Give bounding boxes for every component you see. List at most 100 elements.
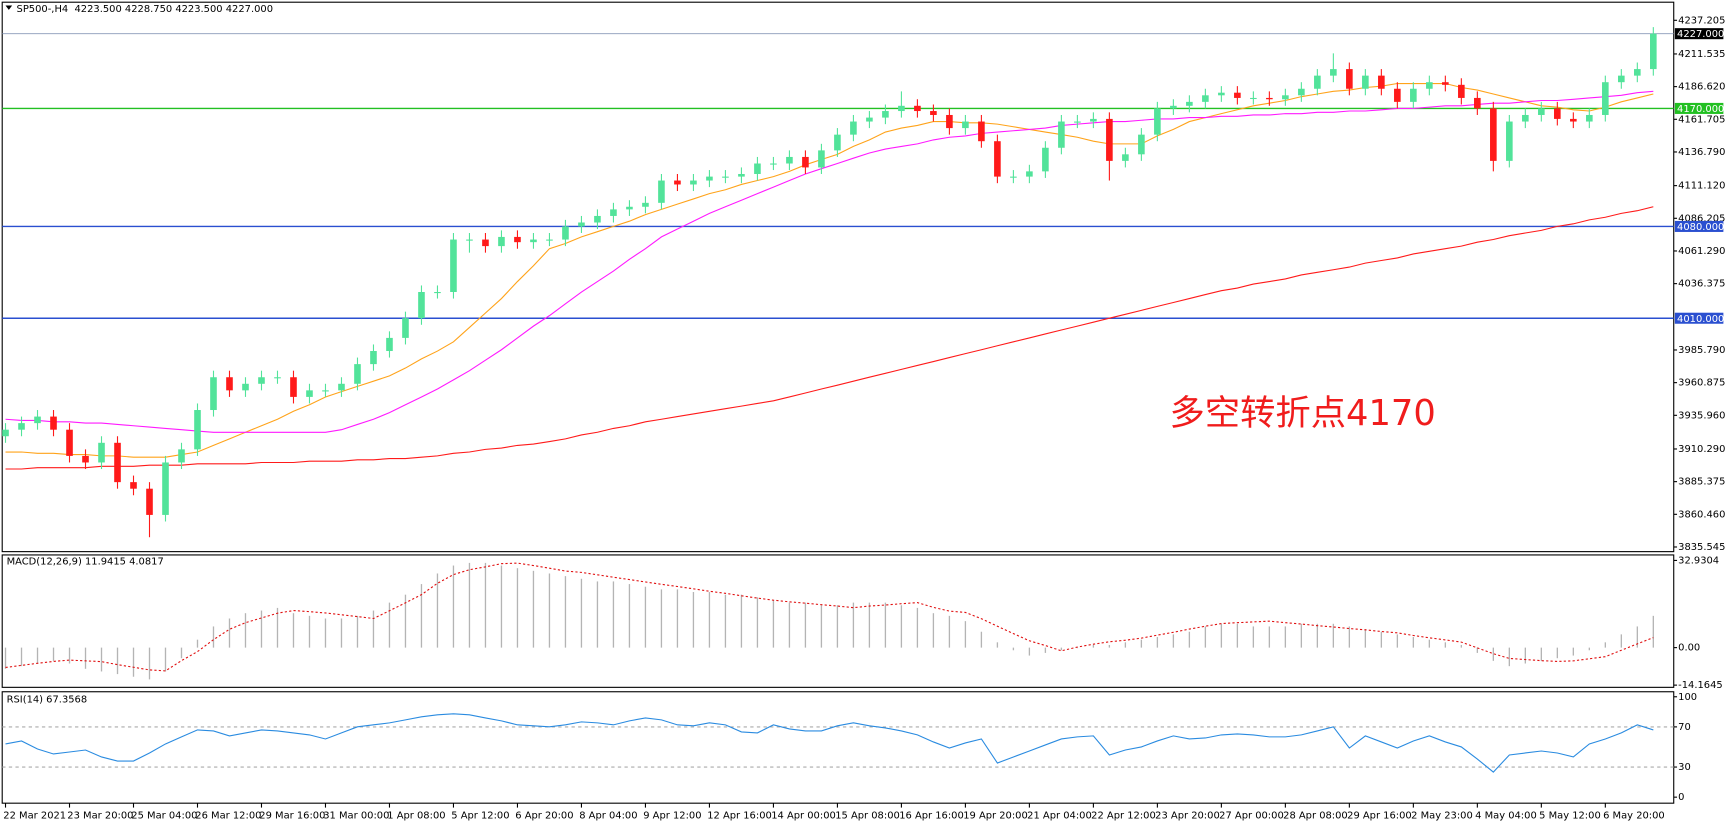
y-tick-label: 3910.290 <box>1678 444 1725 455</box>
candle-body <box>1282 95 1289 100</box>
y-tick-label: 4237.205 <box>1678 15 1725 26</box>
plot-layer: 4237.205 4211.535 4186.620 4161.705 4136.790… <box>2 15 1725 821</box>
candle-body <box>386 337 393 352</box>
histogram-bar <box>468 562 471 648</box>
histogram-bar <box>1604 642 1606 648</box>
histogram-bar <box>868 602 871 648</box>
x-tick-label: 22 Mar 2021 <box>3 810 66 821</box>
candle-body <box>1234 92 1241 98</box>
histogram-bar <box>740 594 743 648</box>
y-tick-label: 4086.205 <box>1678 213 1725 224</box>
y-tick-label: 4136.790 <box>1678 147 1725 158</box>
histogram-bar <box>820 605 823 648</box>
candle-body <box>754 163 761 174</box>
histogram-bar <box>132 647 135 677</box>
candle-body <box>562 226 569 240</box>
histogram-bar <box>1092 644 1095 648</box>
histogram-bar <box>1316 623 1319 648</box>
candle-body <box>802 156 809 168</box>
histogram-bar <box>1044 647 1047 653</box>
x-tick-label: 5 May 12:00 <box>1539 810 1601 821</box>
candle-body <box>482 239 489 247</box>
candle-body <box>1250 97 1257 100</box>
x-tick-label: 21 Apr 04:00 <box>1027 810 1092 821</box>
candle-body <box>770 163 777 165</box>
histogram-bar <box>84 647 87 669</box>
level-label-box <box>1674 28 1724 40</box>
histogram-bar <box>292 613 295 648</box>
x-tick-label: 16 Apr 16:00 <box>899 810 964 821</box>
candle-body <box>690 180 697 185</box>
histogram-bar <box>1236 623 1239 648</box>
x-tick-label: 6 Apr 20:00 <box>515 810 573 821</box>
candle-body <box>1618 75 1625 83</box>
candle-body <box>114 442 121 483</box>
histogram-bar <box>916 607 919 648</box>
candle-body <box>1650 33 1657 70</box>
candle-body <box>1442 82 1449 85</box>
candle-body <box>18 423 25 430</box>
x-tick-label: 23 Mar 20:00 <box>67 810 133 821</box>
candle-body <box>178 449 185 463</box>
histogram-bar <box>724 594 727 648</box>
histogram-bar <box>1492 647 1495 661</box>
histogram-bar <box>564 576 567 648</box>
histogram-bar <box>1412 637 1415 648</box>
y-tick-label: 4211.535 <box>1678 49 1725 60</box>
candle-body <box>322 390 329 392</box>
candle-body <box>418 292 425 319</box>
candle-body <box>882 111 889 118</box>
y-tick-label: 70 <box>1678 722 1691 733</box>
candle-body <box>66 429 73 456</box>
histogram-bar <box>1396 634 1399 648</box>
candle-body <box>1426 82 1433 89</box>
rsi-line <box>5 713 1654 773</box>
candle-body <box>978 121 985 142</box>
level-label: 4010.000 <box>1677 314 1724 325</box>
histogram-bar <box>1012 647 1015 651</box>
candle-body <box>1522 114 1529 122</box>
histogram-bar <box>516 568 519 648</box>
histogram-bar <box>1156 637 1159 648</box>
histogram-bar <box>180 647 183 659</box>
histogram-bar <box>20 647 23 667</box>
candle-body <box>546 239 553 241</box>
candle-body <box>1394 88 1401 102</box>
level-label: 4170.000 <box>1677 104 1724 115</box>
candle-body <box>1026 171 1033 177</box>
candle-body <box>738 173 745 177</box>
rsi-title: RSI(14) 67.3568 <box>7 694 88 705</box>
candle-body <box>866 117 873 122</box>
histogram-bar <box>388 602 391 648</box>
y-tick-label: 4061.290 <box>1678 246 1725 257</box>
y-tick-label: 3935.960 <box>1678 410 1725 421</box>
y-tick-label: 4111.120 <box>1678 181 1725 192</box>
candle-body <box>626 206 633 210</box>
histogram-bar <box>324 618 327 648</box>
x-tick-label: 6 May 20:00 <box>1603 810 1665 821</box>
x-tick-label: 12 Apr 16:00 <box>707 810 772 821</box>
histogram-bar <box>1060 647 1063 651</box>
histogram-bar <box>1124 642 1127 648</box>
histogram-bar <box>1268 626 1271 648</box>
histogram-bar <box>644 586 647 648</box>
candle-body <box>1138 134 1145 155</box>
histogram-bar <box>756 597 759 648</box>
histogram-bar <box>1172 634 1175 648</box>
candle-body <box>1170 105 1177 109</box>
candle-body <box>130 482 137 489</box>
level-label-box <box>1674 102 1724 114</box>
histogram-bar <box>948 615 951 648</box>
histogram-bar <box>852 602 855 648</box>
histogram-bar <box>1524 647 1526 664</box>
histogram-bar <box>1140 639 1143 648</box>
signal-line <box>5 562 1654 672</box>
histogram-bar <box>1620 634 1622 648</box>
candle-body <box>850 121 857 135</box>
candle-body <box>1586 114 1593 122</box>
candle-body <box>834 134 841 151</box>
candle-body <box>674 180 681 185</box>
candle-body <box>402 318 409 338</box>
y-tick-label: 4161.705 <box>1678 114 1725 125</box>
